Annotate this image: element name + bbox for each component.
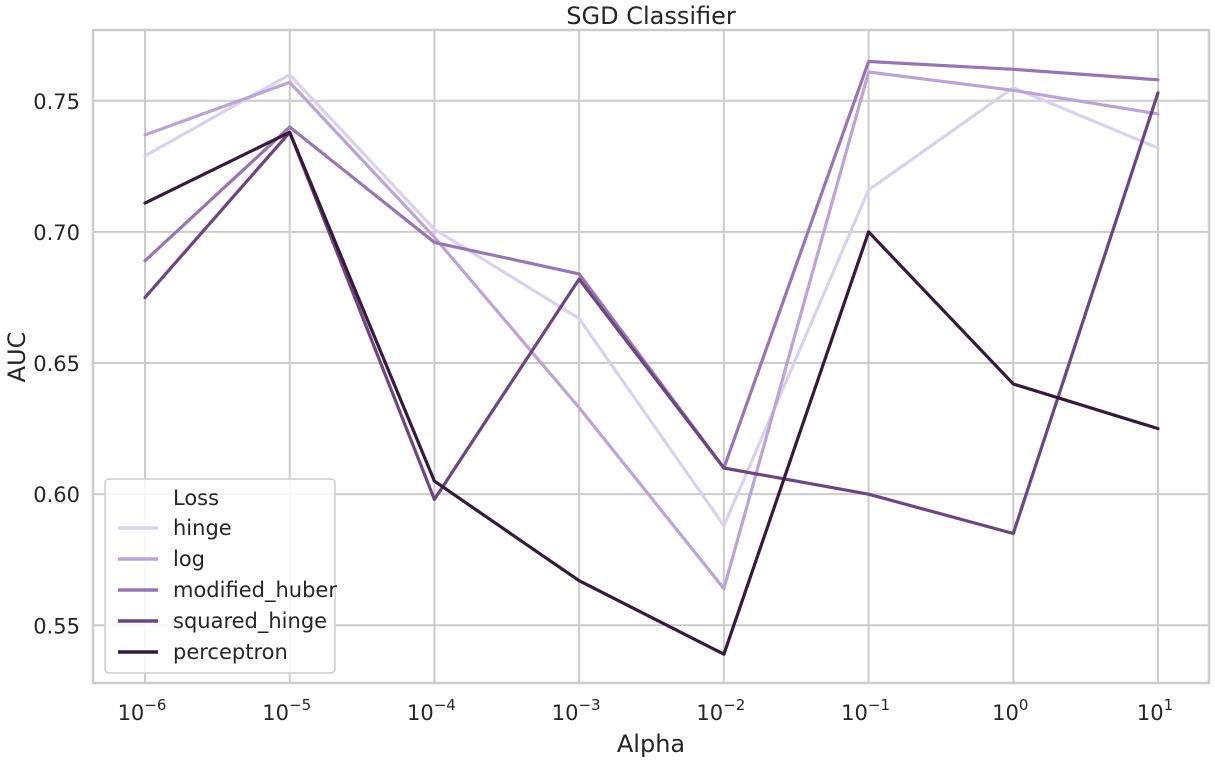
- y-tick-labels: 0.55 0.60 0.65 0.70 0.75: [33, 90, 80, 638]
- legend-entry: log: [173, 547, 205, 571]
- legend-entry: perceptron: [173, 640, 288, 664]
- series-lines: [143, 59, 1160, 656]
- legend-entry: modified_huber: [173, 578, 337, 603]
- y-tick-label: 0.65: [33, 352, 80, 376]
- legend-box: [104, 478, 336, 674]
- x-tick-label: 10−5: [262, 696, 311, 725]
- x-tick-label: 10−6: [118, 696, 167, 725]
- x-tick-label: 101: [1137, 696, 1173, 725]
- chart-title: SGD Classifier: [566, 2, 736, 30]
- legend-entry: squared_hinge: [173, 609, 327, 634]
- x-tick-label: 100: [992, 696, 1028, 725]
- x-tick-label: 10−4: [407, 696, 456, 725]
- series-line-hinge: [143, 72, 1160, 528]
- series-line-perceptron: [143, 130, 1160, 656]
- legend: Loss hinge log modified_huber squared_hingep…: [104, 478, 337, 674]
- x-tick-label: 10−3: [552, 696, 601, 725]
- series-line-squared-hinge: [143, 91, 1160, 536]
- series-line-modified-huber: [143, 59, 1160, 470]
- x-axis-label: Alpha: [617, 730, 685, 758]
- plot-frame: [91, 28, 1211, 685]
- series-line-log: [143, 70, 1160, 591]
- y-tick-label: 0.60: [33, 483, 80, 507]
- legend-title: Loss: [173, 486, 219, 510]
- grid-lines: [93, 30, 1209, 683]
- x-tick-labels: 10−6 10−5 10−4 10−3 10−2 10−1 100 101: [118, 696, 1174, 725]
- legend-entry: hinge: [173, 516, 232, 540]
- x-tick-label: 10−1: [841, 696, 890, 725]
- y-tick-label: 0.55: [33, 614, 80, 638]
- y-tick-label: 0.70: [33, 221, 80, 245]
- x-tick-label: 10−2: [696, 696, 745, 725]
- y-axis-label: AUC: [3, 332, 31, 383]
- y-tick-label: 0.75: [33, 90, 80, 114]
